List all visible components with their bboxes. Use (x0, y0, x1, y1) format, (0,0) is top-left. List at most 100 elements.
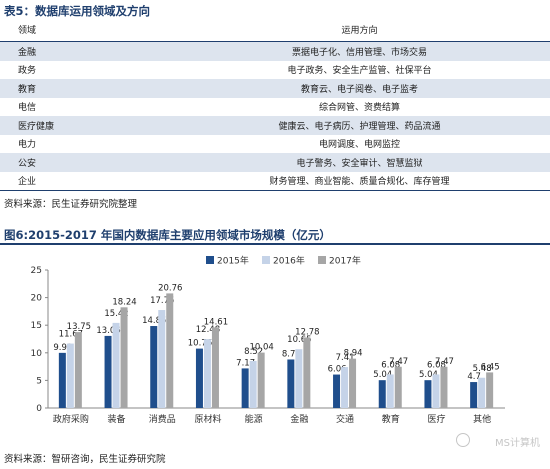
application-table: 领域 运用方向 金融 票据电子化、信用管理、市场交易 政务 电子政务、安全生产监管、… (0, 18, 550, 191)
bar-value-label: 4.7 (467, 372, 481, 382)
bar-2016年 (158, 310, 166, 408)
bar-2016年 (66, 343, 74, 408)
cell-direction: 电网调度、电网监控 (169, 134, 550, 153)
cell-field: 企业 (0, 171, 169, 191)
legend-swatch (262, 256, 270, 264)
bar-2015年 (195, 348, 203, 408)
cell-direction: 票据电子化、信用管理、市场交易 (169, 41, 550, 61)
x-tick-label: 医疗 (427, 413, 445, 425)
table-source-note: 资料来源：民生证券研究院整理 (4, 199, 138, 210)
x-tick-label: 金融 (290, 413, 308, 425)
y-tick-label: 25 (31, 266, 42, 276)
bar-2015年 (58, 352, 66, 408)
bar-value-label: 12.48 (196, 325, 220, 335)
cell-field: 政务 (0, 60, 169, 79)
table-row: 企业 财务管理、商业智能、质量合规化、库存管理 (0, 171, 550, 191)
bar-2016年 (203, 339, 211, 408)
legend-swatch (206, 256, 214, 264)
bar-value-label: 5.04 (373, 370, 392, 380)
bar-value-label: 7.17 (236, 358, 255, 368)
bar-value-label: 6.08 (427, 360, 446, 370)
x-tick-label: 原材料 (194, 413, 221, 425)
bar-2016年 (249, 360, 257, 408)
table-header-row: 领域 运用方向 (0, 18, 550, 42)
bar-2017年 (486, 372, 494, 408)
bar-2015年 (424, 380, 432, 408)
bar-2017年 (349, 358, 357, 408)
bar-2017年 (394, 366, 402, 408)
table-row: 公安 电子警务、安全审计、智慧监狱 (0, 153, 550, 172)
cell-field: 金融 (0, 41, 169, 61)
y-tick-label: 20 (31, 294, 43, 304)
bar-value-label: 8.94 (344, 349, 363, 359)
x-tick-label: 交通 (336, 413, 354, 425)
bar-value-label: 18.24 (112, 297, 136, 307)
y-tick-label: 5 (36, 376, 42, 386)
cell-direction: 电子政务、安全生产监管、社保平台 (169, 60, 550, 79)
bar-value-label: 8.52 (244, 347, 263, 357)
y-tick-label: 15 (31, 321, 42, 331)
cell-direction: 综合网管、资费结算 (169, 97, 550, 116)
x-tick-label: 政府采购 (53, 413, 89, 425)
watermark: MS计算机 (495, 438, 540, 449)
bar-value-label: 12.78 (295, 327, 319, 337)
x-tick-label: 装备 (108, 413, 126, 425)
y-tick-label: 0 (36, 404, 42, 414)
bar-value-label: 17.75 (150, 296, 174, 306)
bar-2015年 (378, 380, 386, 408)
table-caption: 表5：数据库运用领域及方向 (4, 4, 151, 18)
header-direction: 运用方向 (169, 18, 550, 42)
chart-source-note: 资料来源：智研咨询，民生证券研究院 (4, 454, 166, 465)
bar-value-label: 7.41 (336, 353, 355, 363)
bar-2016年 (295, 349, 303, 408)
bar-2015年 (104, 335, 112, 408)
table-row: 金融 票据电子化、信用管理、市场交易 (0, 41, 550, 61)
bar-2015年 (333, 374, 341, 408)
bar-value-label: 20.76 (158, 283, 182, 293)
table-row: 电力 电网调度、电网监控 (0, 134, 550, 153)
bar-2017年 (166, 293, 174, 408)
bar-value-label: 15.42 (104, 309, 128, 319)
cell-direction: 电子警务、安全审计、智慧监狱 (169, 153, 550, 172)
bar-2016年 (432, 374, 440, 408)
bar-value-label: 14.85 (142, 316, 166, 326)
bar-2017年 (303, 337, 311, 408)
y-tick-label: 10 (31, 349, 43, 359)
legend-label: 2017年 (329, 255, 361, 267)
x-tick-label: 教育 (382, 413, 400, 425)
bar-2016年 (386, 374, 394, 408)
cell-direction: 教育云、电子阅卷、电子监考 (169, 79, 550, 98)
bar-value-label: 5.48 (473, 364, 492, 374)
bar-value-label: 11.67 (59, 330, 83, 340)
bar-value-label: 6.08 (381, 360, 400, 370)
x-tick-label: 能源 (245, 413, 263, 425)
bar-value-label: 7.47 (389, 357, 408, 367)
table-row: 政务 电子政务、安全生产监管、社保平台 (0, 60, 550, 79)
bar-2015年 (470, 382, 478, 408)
table-row: 电信 综合网管、资费结算 (0, 97, 550, 116)
bar-value-label: 10.04 (249, 343, 273, 353)
bar-value-label: 6.45 (481, 362, 500, 372)
bar-value-label: 9.99 (53, 343, 72, 353)
bar-2016年 (112, 322, 120, 408)
legend-label: 2015年 (217, 255, 249, 267)
bar-value-label: 10.65 (287, 335, 311, 345)
bar-value-label: 6.06 (328, 365, 347, 375)
cell-field: 教育 (0, 79, 169, 98)
cell-field: 医疗健康 (0, 116, 169, 135)
bar-2017年 (120, 307, 128, 408)
bar-value-label: 13.75 (67, 322, 91, 332)
header-field: 领域 (0, 18, 169, 42)
bar-2016年 (478, 377, 486, 408)
bar-2015年 (287, 359, 295, 408)
cell-direction: 健康云、电子病历、护理管理、药品流通 (169, 116, 550, 135)
bar-value-label: 14.61 (204, 317, 228, 327)
caption-rule (0, 243, 550, 245)
cell-direction: 财务管理、商业智能、质量合规化、库存管理 (169, 171, 550, 191)
bar-value-label: 8.79 (282, 349, 301, 359)
x-tick-label: 消费品 (149, 413, 176, 425)
legend-swatch (318, 256, 326, 264)
cell-field: 电信 (0, 97, 169, 116)
bar-2017年 (211, 327, 219, 408)
